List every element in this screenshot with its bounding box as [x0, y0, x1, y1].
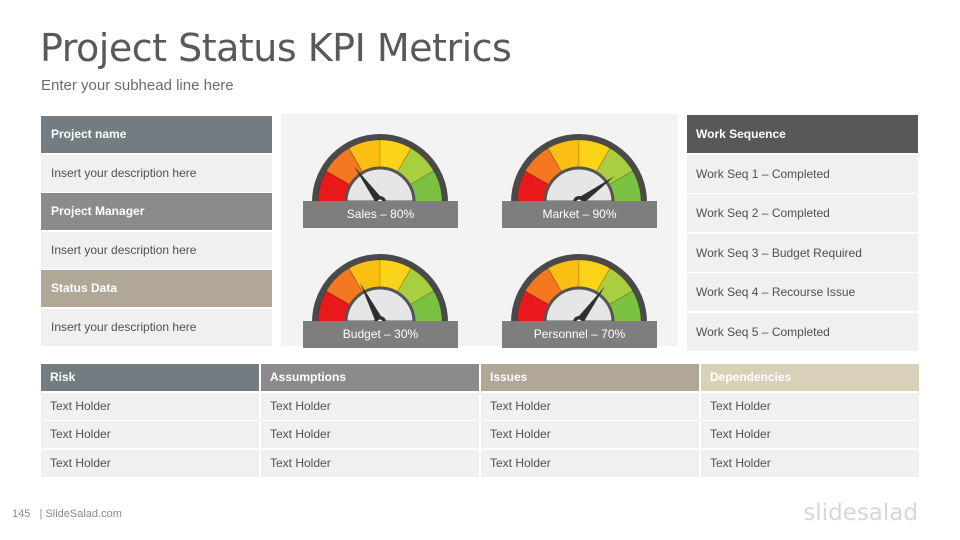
gauge-needle [575, 286, 605, 325]
gauges-panel: Sales – 80% Market – 90% Budget – 30% Pe… [281, 114, 678, 348]
gauge-budget-dial [312, 254, 448, 328]
gauge-sales-dial [312, 134, 448, 208]
gauge-market-dial [511, 134, 647, 208]
gauge-hub [344, 286, 416, 324]
column-header-issues: Issues [481, 364, 699, 391]
gauge-personnel-dial [511, 254, 647, 328]
table-cell: Text Holder [481, 421, 699, 448]
gauge-hub [543, 166, 615, 204]
column-header-dependencies: Dependencies [701, 364, 919, 391]
project-manager-description: Insert your description here [41, 231, 272, 269]
project-name-heading: Project name [41, 116, 272, 153]
gauge-budget: Budget – 30% [303, 242, 463, 348]
work-seq-item: Work Seq 4 – Recourse Issue [687, 273, 918, 311]
project-info-panel: Project name Insert your description her… [41, 116, 272, 347]
gauge-needle [354, 166, 384, 205]
gauge-hub [344, 166, 416, 204]
gauge-personnel-label: Personnel – 70% [502, 321, 657, 348]
brand-logo: slidesalad [803, 500, 918, 526]
gauge-hub [543, 286, 615, 324]
work-seq-item: Work Seq 1 – Completed [687, 154, 918, 193]
table-cell: Text Holder [41, 421, 259, 448]
work-seq-item: Work Seq 5 – Completed [687, 312, 918, 351]
work-sequence-heading: Work Sequence [687, 115, 918, 153]
gauge-market: Market – 90% [502, 122, 662, 228]
gauge-sales: Sales – 80% [303, 122, 463, 228]
table-cell: Text Holder [701, 449, 919, 477]
footer-site: | SlideSalad.com [39, 508, 122, 520]
project-name-description: Insert your description here [41, 154, 272, 192]
status-data-heading: Status Data [41, 270, 272, 307]
gauge-needle [576, 176, 615, 206]
gauge-needle [360, 282, 384, 324]
slide-subhead: Enter your subhead line here [41, 77, 234, 94]
table-cell: Text Holder [481, 392, 699, 420]
table-row: Text Holder Text Holder Text Holder Text… [41, 420, 919, 448]
table-cell: Text Holder [261, 449, 479, 477]
work-seq-item: Work Seq 3 – Budget Required [687, 233, 918, 272]
page-number: 145 [12, 508, 31, 520]
gauge-personnel: Personnel – 70% [502, 242, 662, 348]
gauge-sales-label: Sales – 80% [303, 201, 458, 228]
risk-table: Risk Assumptions Issues Dependencies Tex… [41, 364, 919, 477]
table-row: Text Holder Text Holder Text Holder Text… [41, 448, 919, 477]
project-manager-heading: Project Manager [41, 193, 272, 230]
column-header-assumptions: Assumptions [261, 364, 479, 391]
slide-footer: 145 | SlideSalad.com [12, 508, 122, 520]
table-cell: Text Holder [701, 392, 919, 420]
status-data-description: Insert your description here [41, 308, 272, 346]
slide-title: Project Status KPI Metrics [40, 26, 512, 70]
table-cell: Text Holder [261, 421, 479, 448]
table-cell: Text Holder [701, 421, 919, 448]
table-cell: Text Holder [261, 392, 479, 420]
column-header-risk: Risk [41, 364, 259, 391]
table-row: Text Holder Text Holder Text Holder Text… [41, 391, 919, 420]
table-header-row: Risk Assumptions Issues Dependencies [41, 364, 919, 391]
table-cell: Text Holder [41, 392, 259, 420]
table-cell: Text Holder [41, 449, 259, 477]
gauge-market-label: Market – 90% [502, 201, 657, 228]
work-sequence-panel: Work Sequence Work Seq 1 – Completed Wor… [687, 115, 918, 352]
table-cell: Text Holder [481, 449, 699, 477]
work-seq-item: Work Seq 2 – Completed [687, 194, 918, 232]
gauge-budget-label: Budget – 30% [303, 321, 458, 348]
